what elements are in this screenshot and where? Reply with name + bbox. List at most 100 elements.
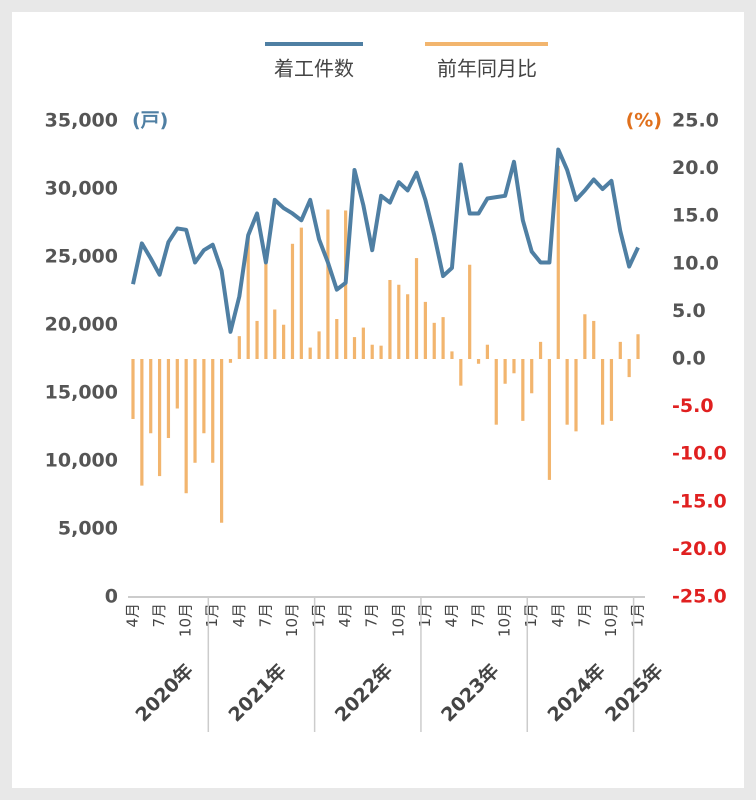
bar <box>521 359 525 421</box>
bar <box>512 359 516 374</box>
bar <box>361 327 365 359</box>
y-tick-label: 35,000 <box>45 110 118 132</box>
bar <box>264 255 268 359</box>
bar <box>627 359 631 378</box>
bar <box>131 359 135 419</box>
bar <box>468 264 472 359</box>
bar <box>379 345 383 359</box>
bar <box>503 359 507 384</box>
bar <box>388 279 392 359</box>
x-tick-label: 1月 <box>522 603 540 628</box>
bar <box>592 320 596 359</box>
bar <box>636 334 640 359</box>
bar <box>556 165 560 359</box>
x-tick-label: 1月 <box>629 603 647 628</box>
y2-tick-label: 5.0 <box>672 300 706 322</box>
bar <box>193 359 197 463</box>
bar <box>237 336 241 359</box>
bar <box>600 359 605 425</box>
x-tick-label: 7月 <box>363 603 381 628</box>
x-tick-label: 4月 <box>549 603 567 628</box>
bar <box>530 359 534 394</box>
bar <box>228 359 233 363</box>
legend-label: 着工件数 <box>274 57 354 81</box>
bar <box>370 344 374 359</box>
y2-tick-label: 10.0 <box>672 252 719 274</box>
bar <box>202 359 206 434</box>
y2-unit: (%) <box>626 110 662 132</box>
bar <box>326 209 330 359</box>
bar <box>397 284 401 359</box>
x-tick-label: 10月 <box>602 603 620 637</box>
bar <box>290 243 295 359</box>
x-tick-label: 4月 <box>124 603 142 628</box>
bar <box>246 235 250 359</box>
x-tick-label: 1月 <box>310 603 328 628</box>
x-tick-label: 4月 <box>230 603 248 628</box>
bar <box>547 359 552 480</box>
bar <box>282 324 286 359</box>
bar <box>335 319 339 359</box>
legend-label: 前年同月比 <box>437 57 537 81</box>
bar <box>211 359 215 463</box>
x-tick-label: 10月 <box>283 603 301 637</box>
x-tick-label: 10月 <box>177 603 195 637</box>
bar <box>273 309 277 359</box>
y2-tick-label: -10.0 <box>672 443 727 465</box>
bar <box>494 359 498 425</box>
y-tick-label: 15,000 <box>45 382 118 404</box>
bar <box>423 301 427 359</box>
y-tick-label: 5,000 <box>58 518 118 540</box>
y2-tick-label: -25.0 <box>672 586 727 608</box>
y2-tick-label: -5.0 <box>672 395 714 417</box>
x-tick-label: 1月 <box>416 603 434 628</box>
bar <box>352 337 357 359</box>
bar <box>406 294 410 359</box>
bar <box>441 317 445 359</box>
bar <box>255 320 259 359</box>
bar <box>432 322 436 359</box>
bar <box>184 359 188 494</box>
y-unit: (戸) <box>132 110 168 132</box>
bar <box>175 359 179 409</box>
bar <box>220 359 224 523</box>
x-tick-label: 10月 <box>389 603 407 637</box>
bar <box>565 359 569 425</box>
y-tick-label: 30,000 <box>45 178 118 200</box>
x-tick-label: 7月 <box>469 603 487 628</box>
bar <box>157 359 162 477</box>
x-tick-label: 7月 <box>150 603 168 628</box>
bar <box>485 344 489 359</box>
bar <box>459 359 463 386</box>
bar <box>140 359 144 486</box>
y-tick-label: 20,000 <box>45 314 118 336</box>
y2-tick-label: 0.0 <box>672 348 706 370</box>
bar <box>450 351 454 359</box>
bar <box>149 359 153 434</box>
x-tick-label: 7月 <box>256 603 274 628</box>
line <box>131 147 640 334</box>
y-tick-label: 25,000 <box>45 246 118 268</box>
x-tick-label: 1月 <box>203 603 221 628</box>
x-tick-label: 10月 <box>496 603 514 637</box>
x-tick-label: 4月 <box>442 603 460 628</box>
y2-tick-label: 20.0 <box>672 157 719 179</box>
y2-tick-label: -20.0 <box>672 538 727 560</box>
bar <box>299 227 303 359</box>
bar <box>317 331 321 359</box>
bar <box>166 359 171 439</box>
bar <box>476 359 481 364</box>
y2-tick-label: -15.0 <box>672 490 727 512</box>
y-tick-label: 10,000 <box>45 450 118 472</box>
bar <box>414 258 419 359</box>
bar <box>574 359 578 432</box>
x-tick-label: 4月 <box>336 603 354 628</box>
bar <box>618 341 622 359</box>
y-tick-label: 0 <box>105 586 118 608</box>
bar <box>609 359 614 421</box>
y2-tick-label: 25.0 <box>672 110 719 132</box>
bar <box>538 341 543 359</box>
x-tick-label: 7月 <box>575 603 593 628</box>
bar <box>583 314 587 359</box>
